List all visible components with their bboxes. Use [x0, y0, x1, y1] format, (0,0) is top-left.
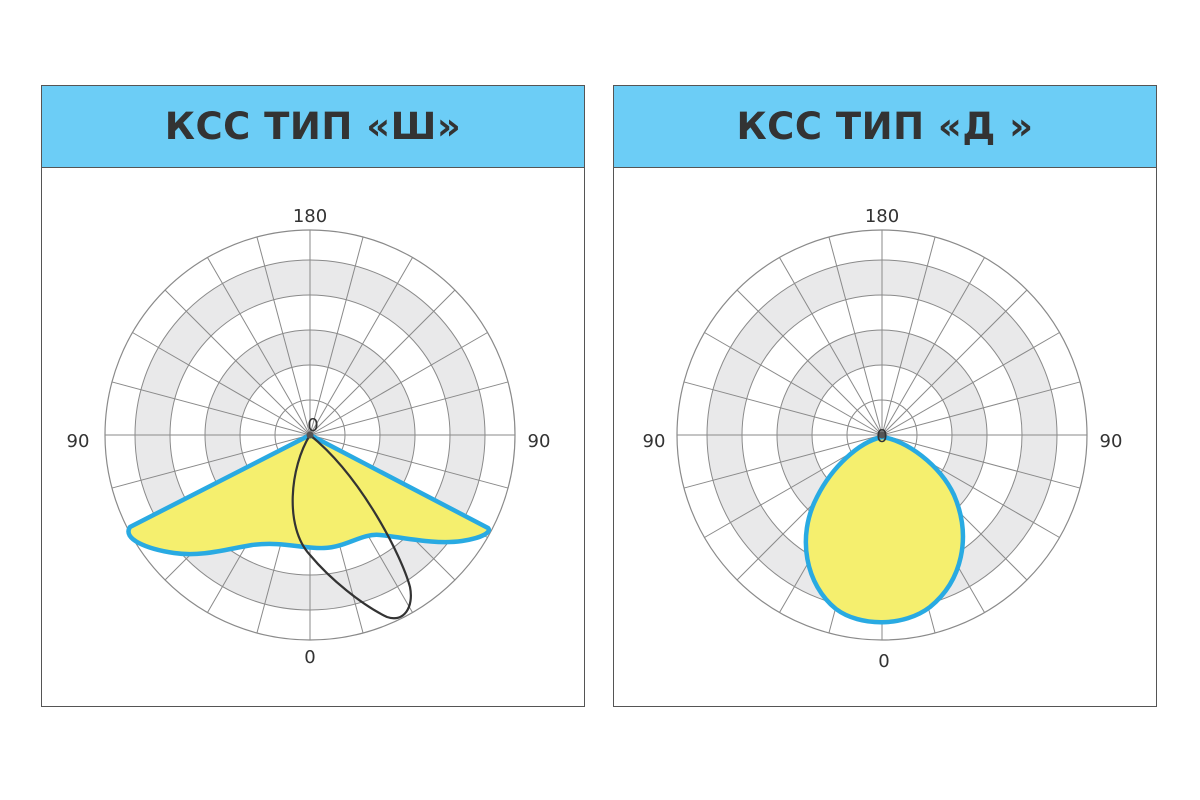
grid-spoke: [111, 434, 311, 489]
grid-spoke: [704, 332, 883, 436]
grid-spoke: [881, 434, 1081, 489]
panel-title: КСС ТИП «Ш»: [164, 105, 462, 148]
grid-spoke: [309, 381, 509, 436]
light-distribution-curve: [126, 432, 492, 557]
grid-spoke: [736, 289, 883, 436]
light-distribution-curve: [803, 434, 966, 625]
grid-spoke: [309, 236, 364, 436]
grid-spoke: [683, 434, 883, 489]
grid-spoke: [309, 257, 413, 436]
angle-label-top: 180: [293, 206, 327, 227]
grid-spoke: [132, 332, 311, 436]
angle-label-bottom: 0: [304, 647, 315, 668]
angle-label-right: 90: [1100, 431, 1123, 452]
angle-label-top: 180: [865, 206, 899, 227]
grid-spoke: [881, 381, 1081, 436]
angle-label-center: 0: [876, 426, 887, 447]
grid-spoke: [111, 381, 311, 436]
center-marker: [878, 431, 886, 439]
polar-diagram-sh: 180 90 90 0 0: [67, 206, 551, 668]
grid-spoke: [683, 381, 883, 436]
panel-header: КСС ТИП «Ш»: [42, 86, 584, 168]
grid-spoke: [881, 332, 1060, 436]
grid-spoke: [207, 257, 311, 436]
angle-label-right: 90: [528, 431, 551, 452]
polar-diagram-d: 180 90 90 0 0: [643, 206, 1123, 672]
grid-spoke: [256, 236, 311, 436]
panel-title: КСС ТИП «Д »: [736, 105, 1034, 148]
grid-spoke: [881, 257, 985, 436]
grid-spoke: [881, 236, 936, 436]
angle-label-left: 90: [643, 431, 666, 452]
angle-label-left: 90: [67, 431, 90, 452]
grid-spoke: [309, 434, 509, 489]
grid-spoke: [828, 236, 883, 436]
panel-header: КСС ТИП «Д »: [614, 86, 1156, 168]
grid-spoke: [309, 289, 456, 436]
angle-label-center: 0: [307, 415, 318, 436]
polar-panel-d: КСС ТИП «Д » 180 90 90 0 0: [613, 85, 1157, 707]
polar-panel-sh: КСС ТИП «Ш» 180 90 90 0 0: [41, 85, 585, 707]
grid-spoke: [309, 332, 488, 436]
center-marker: [306, 431, 314, 439]
secondary-plane-curve: [291, 433, 412, 620]
grid-spoke: [164, 289, 311, 436]
grid-spoke: [779, 257, 883, 436]
angle-label-bottom: 0: [878, 651, 889, 672]
grid-spoke: [881, 289, 1028, 436]
